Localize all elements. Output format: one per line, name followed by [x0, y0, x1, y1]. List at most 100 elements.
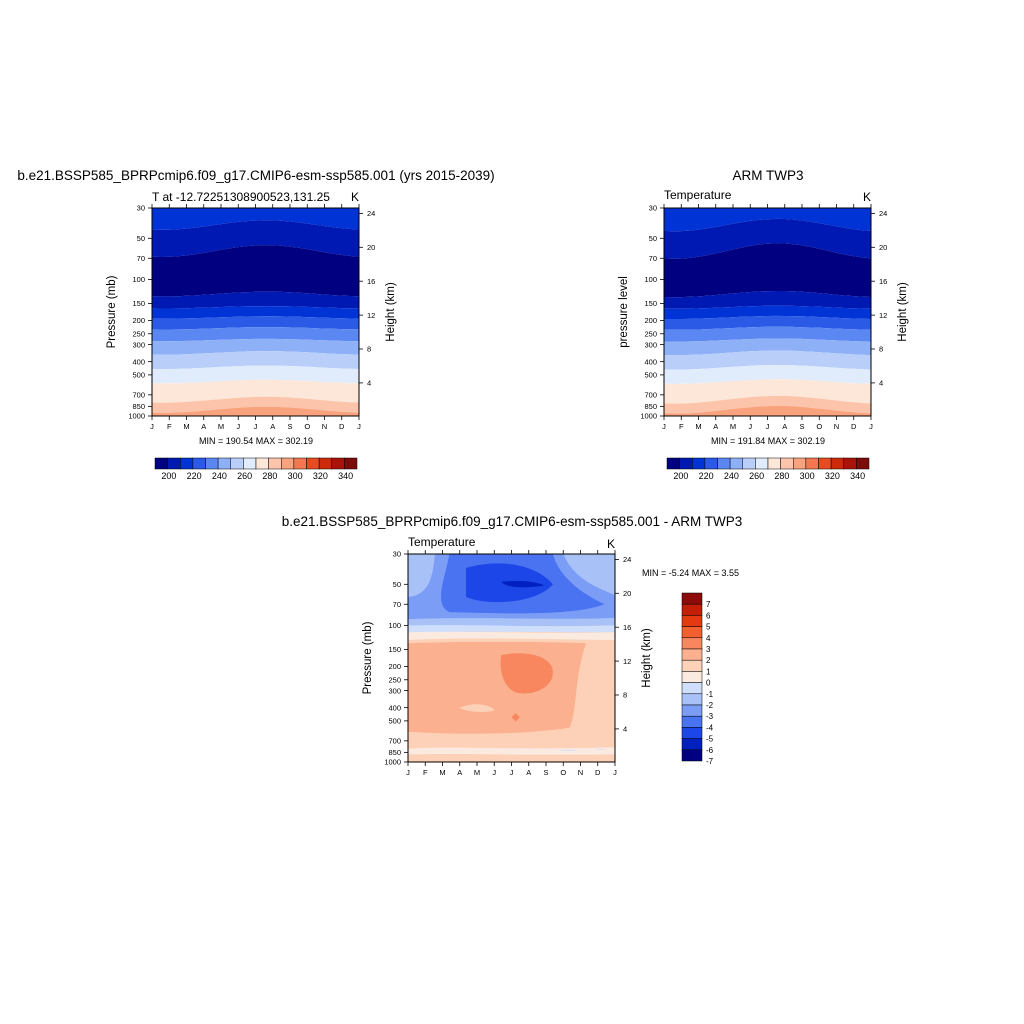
x-tick-label: S — [799, 422, 804, 431]
x-tick-label: J — [510, 768, 514, 777]
y-tick-label: 30 — [649, 204, 657, 213]
x-tick-label: A — [526, 768, 531, 777]
colorbar-label: 220 — [699, 471, 714, 481]
x-tick-label: D — [595, 768, 601, 777]
x-tick-label: J — [766, 422, 770, 431]
colorbar-swatch — [856, 457, 870, 470]
x-tick-label: N — [834, 422, 839, 431]
colorbar-swatch — [681, 682, 703, 695]
colorbar-label: 5 — [706, 623, 711, 632]
y-tick-label: 300 — [388, 686, 401, 695]
colorbar-label: -1 — [706, 690, 714, 699]
y-tick-label: 500 — [644, 371, 657, 380]
x-tick-label: J — [869, 422, 873, 431]
height-tick-label: 4 — [367, 379, 371, 388]
panel-model-minmax: MIN = 190.54 MAX = 302.19 — [199, 436, 313, 446]
height-tick-label: 4 — [623, 725, 627, 734]
contour-band — [152, 351, 359, 370]
panel-model-ylabel-right: Height (km) — [385, 282, 397, 342]
colorbar-swatch — [681, 693, 703, 706]
x-tick-label: D — [851, 422, 857, 431]
contour-band — [408, 631, 615, 641]
colorbar-swatch — [818, 457, 832, 470]
panel-obs-ylabel-right: Height (km) — [897, 282, 909, 342]
colorbar-swatch — [755, 457, 769, 470]
contour-band — [408, 641, 587, 734]
x-tick-label: N — [578, 768, 583, 777]
x-tick-label: F — [167, 422, 172, 431]
colorbar-label: -6 — [706, 746, 714, 755]
y-tick-label: 850 — [388, 748, 401, 757]
colorbar-swatch — [318, 457, 332, 470]
x-tick-label: M — [183, 422, 189, 431]
x-tick-label: O — [304, 422, 310, 431]
y-tick-label: 1000 — [128, 412, 145, 421]
panel-obs-ticks: J F M A M J J A S O N D J 30 50 70 100 150 200 250 300 400 500… — [640, 204, 887, 431]
colorbar-swatch — [306, 457, 320, 470]
colorbar-swatch — [681, 749, 703, 762]
height-tick-label: 12 — [367, 311, 375, 320]
height-tick-label: 16 — [879, 277, 887, 286]
y-tick-label: 150 — [132, 299, 145, 308]
colorbar-label: 300 — [800, 471, 815, 481]
colorbar-swatch — [666, 457, 680, 470]
y-tick-label: 200 — [388, 662, 401, 671]
colorbar-swatch — [281, 457, 295, 470]
colorbar-label: 6 — [706, 611, 711, 620]
colorbar-label: -3 — [706, 712, 714, 721]
x-tick-label: A — [457, 768, 462, 777]
colorbar-swatch — [681, 727, 703, 739]
colorbar-swatch — [843, 457, 857, 470]
colorbar-label: 4 — [706, 634, 711, 643]
x-tick-label: F — [679, 422, 684, 431]
height-tick-label: 8 — [879, 345, 883, 354]
contour-band — [664, 218, 871, 259]
panel-obs-plot — [664, 208, 871, 416]
contour-band — [408, 625, 615, 634]
y-tick-label: 100 — [644, 275, 657, 284]
y-tick-label: 100 — [132, 275, 145, 284]
contour-band — [408, 554, 435, 598]
y-tick-label: 700 — [132, 391, 145, 400]
y-tick-label: 70 — [393, 600, 401, 609]
height-tick-label: 8 — [623, 691, 627, 700]
x-tick-label: M — [474, 768, 480, 777]
colorbar-swatch — [268, 457, 282, 470]
colorbar-swatch — [681, 648, 703, 661]
panel-obs-subtitle: Temperature — [664, 188, 732, 202]
height-tick-label: 16 — [623, 623, 631, 632]
contour-band — [408, 754, 615, 762]
contour-band — [152, 406, 359, 416]
contour-band — [501, 580, 545, 588]
contour-band — [152, 327, 359, 342]
height-tick-label: 20 — [367, 243, 375, 252]
height-tick-label: 20 — [623, 589, 631, 598]
colorbar-swatch — [154, 457, 168, 470]
panel-model-title: b.e21.BSSP585_BPRPcmip6.f09_g17.CMIP6-es… — [17, 168, 494, 183]
colorbar-swatch — [681, 659, 703, 672]
colorbar-swatch — [767, 457, 781, 470]
x-tick-label: M — [218, 422, 224, 431]
height-tick-label: 20 — [879, 243, 887, 252]
y-tick-label: 250 — [388, 675, 401, 684]
y-tick-label: 70 — [649, 254, 657, 263]
contour-band — [511, 713, 520, 722]
colorbar-label: 260 — [749, 471, 764, 481]
colorbar-swatch — [681, 637, 703, 650]
panel-diff: b.e21.BSSP585_BPRPcmip6.f09_g17.CMIP6-es… — [282, 514, 742, 777]
y-tick-label: 200 — [132, 316, 145, 325]
panel-diff-ticks: J F M A M J J A S O N D J 30 50 70 100 150 200 250 300 400 500… — [384, 550, 631, 777]
x-tick-label: F — [423, 768, 428, 777]
contour-band — [664, 305, 871, 319]
colorbar-swatch — [681, 626, 703, 639]
x-tick-label: O — [560, 768, 566, 777]
x-tick-label: S — [543, 768, 548, 777]
y-tick-label: 50 — [393, 580, 401, 589]
panel-diff-ylabel: Pressure (mb) — [362, 621, 374, 694]
colorbar-label: 260 — [237, 471, 252, 481]
y-tick-label: 1000 — [640, 412, 657, 421]
colorbar-swatch — [793, 457, 807, 470]
x-tick-label: J — [254, 422, 258, 431]
contour-band — [152, 396, 359, 413]
panel-diff-minmax: MIN = -5.24 MAX = 3.55 — [642, 568, 739, 578]
